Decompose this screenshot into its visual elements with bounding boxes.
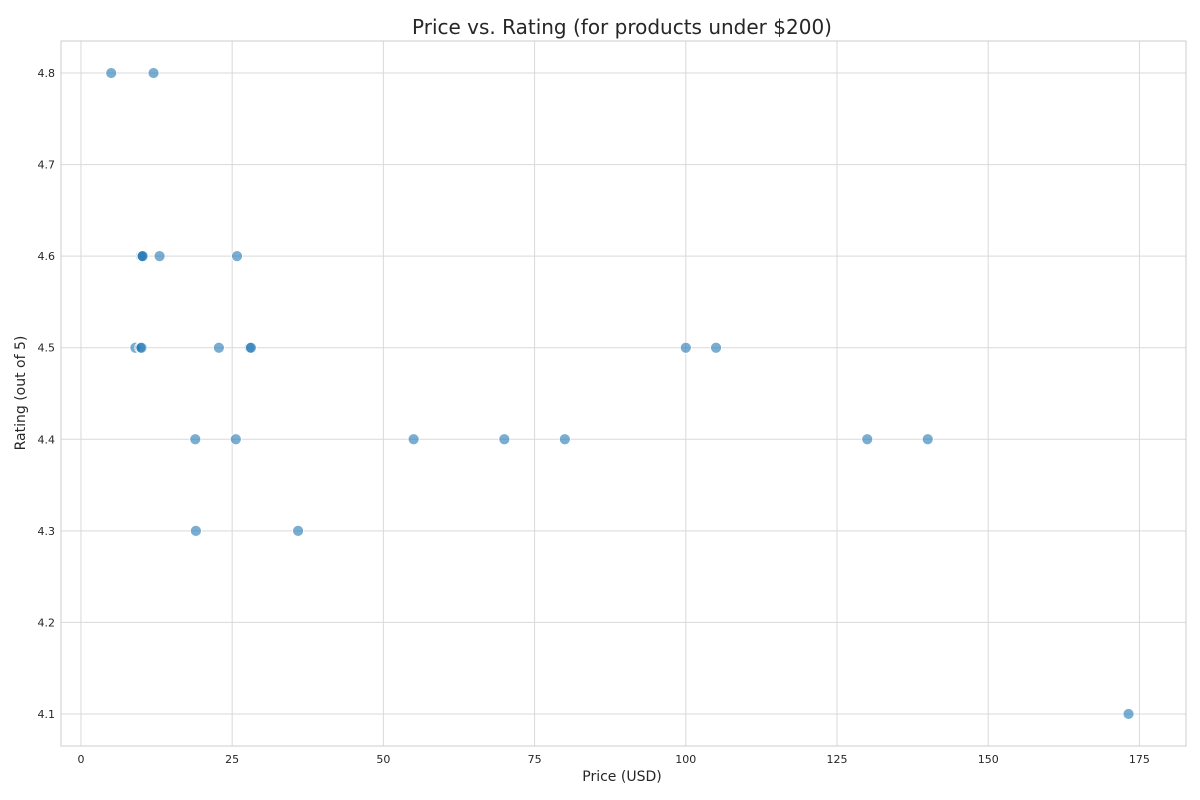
data-point	[136, 250, 149, 263]
data-point	[135, 341, 148, 354]
x-tick-label: 0	[77, 753, 84, 766]
data-point	[153, 250, 166, 263]
data-point	[558, 433, 571, 446]
data-point	[679, 341, 692, 354]
x-axis-title: Price (USD)	[582, 769, 661, 785]
data-point	[921, 433, 934, 446]
x-tick-label: 50	[376, 753, 390, 766]
data-point	[105, 67, 118, 79]
y-tick-label: 4.8	[38, 67, 56, 80]
grid-lines	[61, 41, 1186, 746]
x-tick-labels: 0 25 50 75 100 125 150 175	[77, 753, 1149, 766]
data-point	[407, 433, 420, 446]
data-point	[498, 433, 511, 446]
y-tick-label: 4.3	[38, 525, 56, 538]
y-tick-labels: 4.1 4.2 4.3 4.4 4.5 4.6 4.7 4.8	[38, 67, 56, 721]
chart-title: Price vs. Rating (for products under $20…	[412, 15, 832, 39]
data-point	[147, 67, 160, 79]
data-point	[710, 341, 722, 354]
x-tick-label: 150	[978, 753, 999, 766]
x-tick-label: 75	[528, 753, 542, 766]
y-tick-label: 4.7	[38, 159, 56, 172]
data-point	[212, 341, 225, 354]
y-tick-label: 4.2	[38, 616, 56, 629]
data-point	[189, 524, 202, 537]
data-point	[861, 433, 874, 446]
data-point	[245, 341, 257, 354]
data-point	[231, 250, 243, 263]
data-point	[229, 433, 242, 446]
plot-frame	[60, 40, 1187, 747]
y-tick-label: 4.5	[38, 342, 56, 355]
x-tick-label: 125	[827, 753, 848, 766]
y-tick-label: 4.4	[38, 433, 56, 446]
y-axis-title: Rating (out of 5)	[13, 336, 29, 451]
y-tick-label: 4.1	[38, 708, 56, 721]
y-tick-label: 4.6	[38, 250, 56, 263]
data-point	[292, 524, 304, 537]
data-point	[189, 433, 202, 446]
data-point	[1122, 708, 1135, 720]
x-tick-label: 25	[225, 753, 239, 766]
x-tick-label: 100	[675, 753, 696, 766]
data-points	[105, 67, 1135, 720]
x-tick-label: 175	[1129, 753, 1150, 766]
